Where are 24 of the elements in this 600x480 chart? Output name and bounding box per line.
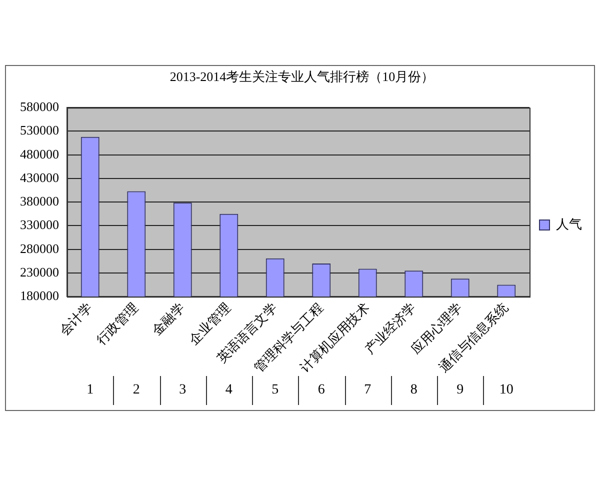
text: 7	[364, 382, 372, 398]
text: 3	[179, 382, 186, 398]
text: 5	[272, 382, 279, 398]
y-tick-label: 580000	[20, 99, 59, 114]
text: 8	[410, 382, 418, 398]
text: 10	[499, 382, 514, 398]
y-tick-label: 330000	[20, 217, 59, 232]
y-tick-label: 530000	[20, 122, 59, 138]
y-tick-label: 480000	[20, 146, 59, 162]
x-tick-label: 行政管理	[94, 300, 141, 348]
legend-label: 人气	[556, 216, 582, 232]
y-tick-label: 230000	[20, 264, 59, 280]
x-tick-label: 金融学	[148, 300, 188, 338]
y-tick-label: 380000	[20, 194, 59, 209]
chart-title: 2013-2014考生关注专业人气排行榜（10月份）	[170, 69, 434, 84]
x-tick-label: 会计学	[56, 300, 95, 338]
y-tick-label: 430000	[20, 170, 59, 185]
y-tick-label: 180000	[20, 288, 59, 304]
text: 6	[318, 382, 325, 398]
text: 2	[132, 382, 140, 398]
text: 9	[456, 382, 464, 398]
y-tick-label: 280000	[20, 240, 59, 256]
text: 4	[225, 382, 232, 398]
text: 1	[86, 382, 94, 398]
